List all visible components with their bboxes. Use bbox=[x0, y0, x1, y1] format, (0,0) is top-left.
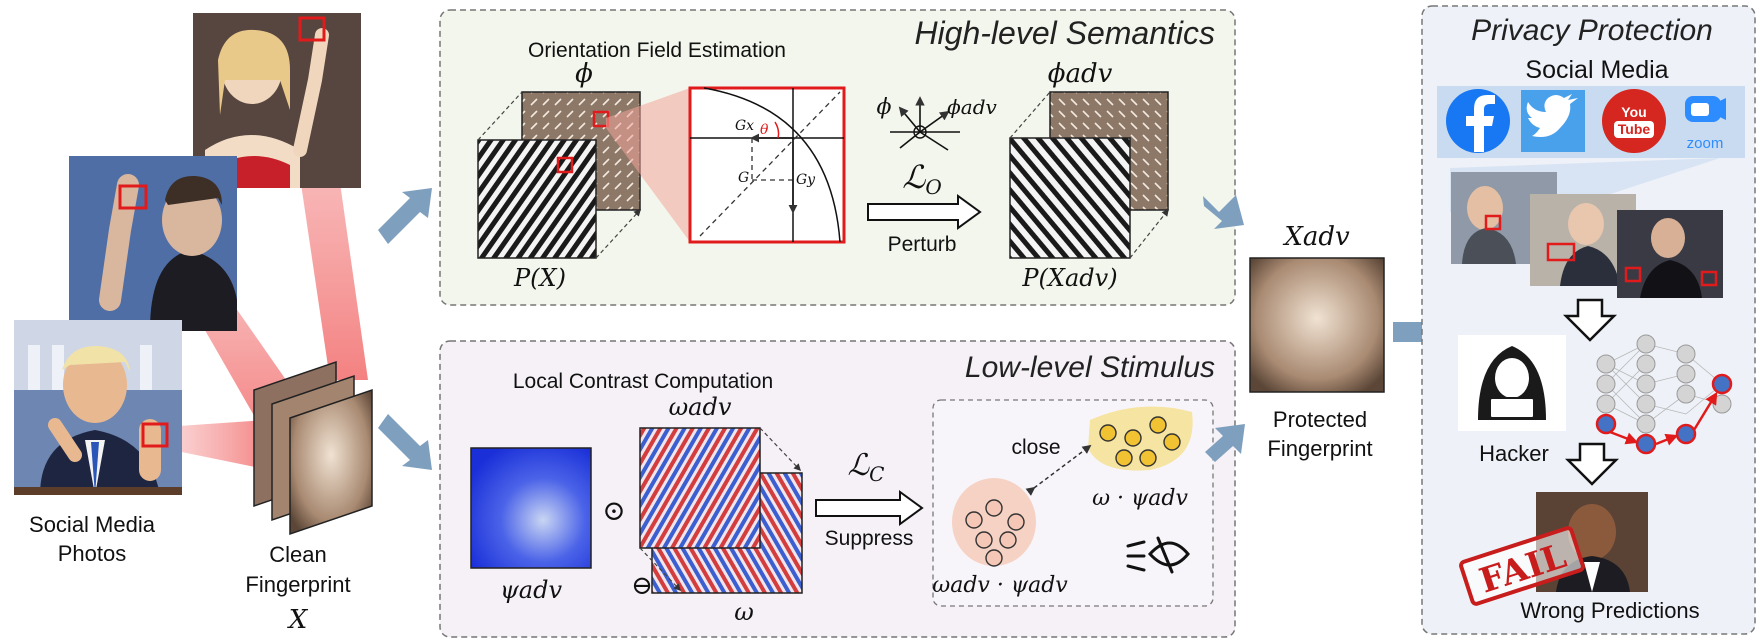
gx-label: Gx bbox=[735, 118, 754, 134]
gy-label: Gy bbox=[796, 172, 816, 188]
arrow-to-low bbox=[378, 414, 432, 470]
phi-label: ϕ bbox=[575, 59, 593, 89]
right-photo-3 bbox=[1617, 210, 1723, 298]
close-label: close bbox=[1011, 436, 1060, 459]
photo-middle bbox=[69, 156, 237, 331]
photos-label-line1: Social Media bbox=[29, 512, 156, 537]
arrow-from-high bbox=[1203, 195, 1244, 229]
ominus-symbol: ⊖ bbox=[631, 571, 653, 601]
wrong-predictions-label: Wrong Predictions bbox=[1520, 598, 1699, 623]
privacy-title: Privacy Protection bbox=[1471, 14, 1713, 47]
photos-label-line2: Photos bbox=[58, 541, 127, 566]
high-level-title: High-level Semantics bbox=[914, 15, 1215, 51]
psi-adv-label: ψadv bbox=[500, 576, 562, 604]
psi-adv-map bbox=[470, 447, 592, 569]
contrast-subtitle: Local Contrast Computation bbox=[513, 370, 773, 393]
cluster-b-label: ωadv · ψadv bbox=[932, 573, 1068, 598]
phi-small-label: ϕ bbox=[877, 95, 892, 120]
close-link bbox=[1025, 444, 1092, 496]
orientation-axes-icon bbox=[890, 96, 960, 151]
protected-fingerprint-image bbox=[1249, 257, 1385, 393]
hacker-label: Hacker bbox=[1479, 441, 1549, 466]
youtube-text-tube: Tube bbox=[1618, 121, 1651, 137]
down-arrow-2 bbox=[1564, 442, 1620, 486]
orientation-subtitle: Orientation Field Estimation bbox=[528, 39, 786, 62]
youtube-text-you: You bbox=[1621, 104, 1646, 120]
contrast-stack bbox=[639, 427, 803, 594]
hacker-icon bbox=[1458, 335, 1566, 431]
perturb-label: Perturb bbox=[888, 233, 957, 256]
arrow-from-low bbox=[1205, 424, 1245, 462]
youtube-icon: You Tube bbox=[1602, 89, 1666, 153]
down-arrow-1 bbox=[1562, 298, 1618, 342]
clean-label-line2: Fingerprint bbox=[245, 572, 350, 597]
omega-adv-label: ωadv bbox=[669, 393, 732, 421]
px-adv-label: P(Xadv) bbox=[1021, 264, 1117, 292]
loss-o-sub: O bbox=[925, 175, 941, 199]
clean-fingerprint-stack bbox=[253, 360, 373, 536]
orientation-stack bbox=[477, 91, 641, 259]
xadv-label: Xadv bbox=[1282, 222, 1350, 252]
perturb-arrow bbox=[867, 194, 982, 230]
suppress-label: Suppress bbox=[825, 527, 914, 550]
omega-label: ω bbox=[734, 598, 754, 626]
gradient-diagram bbox=[688, 86, 846, 244]
px-label: P(X) bbox=[513, 264, 566, 292]
loss-c-main: ℒ bbox=[848, 448, 871, 483]
loss-c-sub: C bbox=[869, 462, 884, 486]
adversarial-orientation-stack bbox=[1009, 91, 1169, 259]
photo-top bbox=[193, 13, 361, 188]
cluster-b-points bbox=[965, 499, 1025, 567]
cluster-a-points bbox=[1099, 416, 1181, 467]
loss-c-label: ℒC bbox=[848, 448, 885, 486]
odot-symbol: ⊙ bbox=[602, 494, 625, 527]
clean-label-line1: Clean bbox=[269, 542, 326, 567]
eye-icon bbox=[1126, 536, 1190, 574]
zoom-icon: zoom bbox=[1685, 96, 1726, 152]
photo-bottom bbox=[14, 320, 182, 495]
arrow-to-high bbox=[378, 188, 432, 244]
low-level-title: Low-level Stimulus bbox=[965, 351, 1215, 384]
clean-symbol: X bbox=[287, 605, 309, 635]
zoom-text: zoom bbox=[1687, 135, 1724, 152]
twitter-icon bbox=[1521, 90, 1585, 152]
zoom-beam bbox=[606, 88, 690, 242]
protected-label-line1: Protected bbox=[1273, 407, 1367, 432]
loss-o-main: ℒ bbox=[902, 158, 926, 196]
protected-label-line2: Fingerprint bbox=[1267, 436, 1372, 461]
loss-o-label: ℒO bbox=[902, 158, 941, 199]
phi-adv-label: ϕadv bbox=[1048, 59, 1113, 89]
suppress-arrow bbox=[815, 490, 924, 526]
facebook-icon bbox=[1446, 89, 1510, 153]
cluster-a-label: ω · ψadv bbox=[1092, 486, 1188, 511]
theta-label: θ bbox=[760, 122, 769, 138]
phi-adv-small-label: ϕadv bbox=[947, 95, 997, 119]
neural-network-icon bbox=[1595, 334, 1733, 455]
g-label: G bbox=[738, 170, 749, 186]
social-media-label: Social Media bbox=[1525, 56, 1668, 84]
